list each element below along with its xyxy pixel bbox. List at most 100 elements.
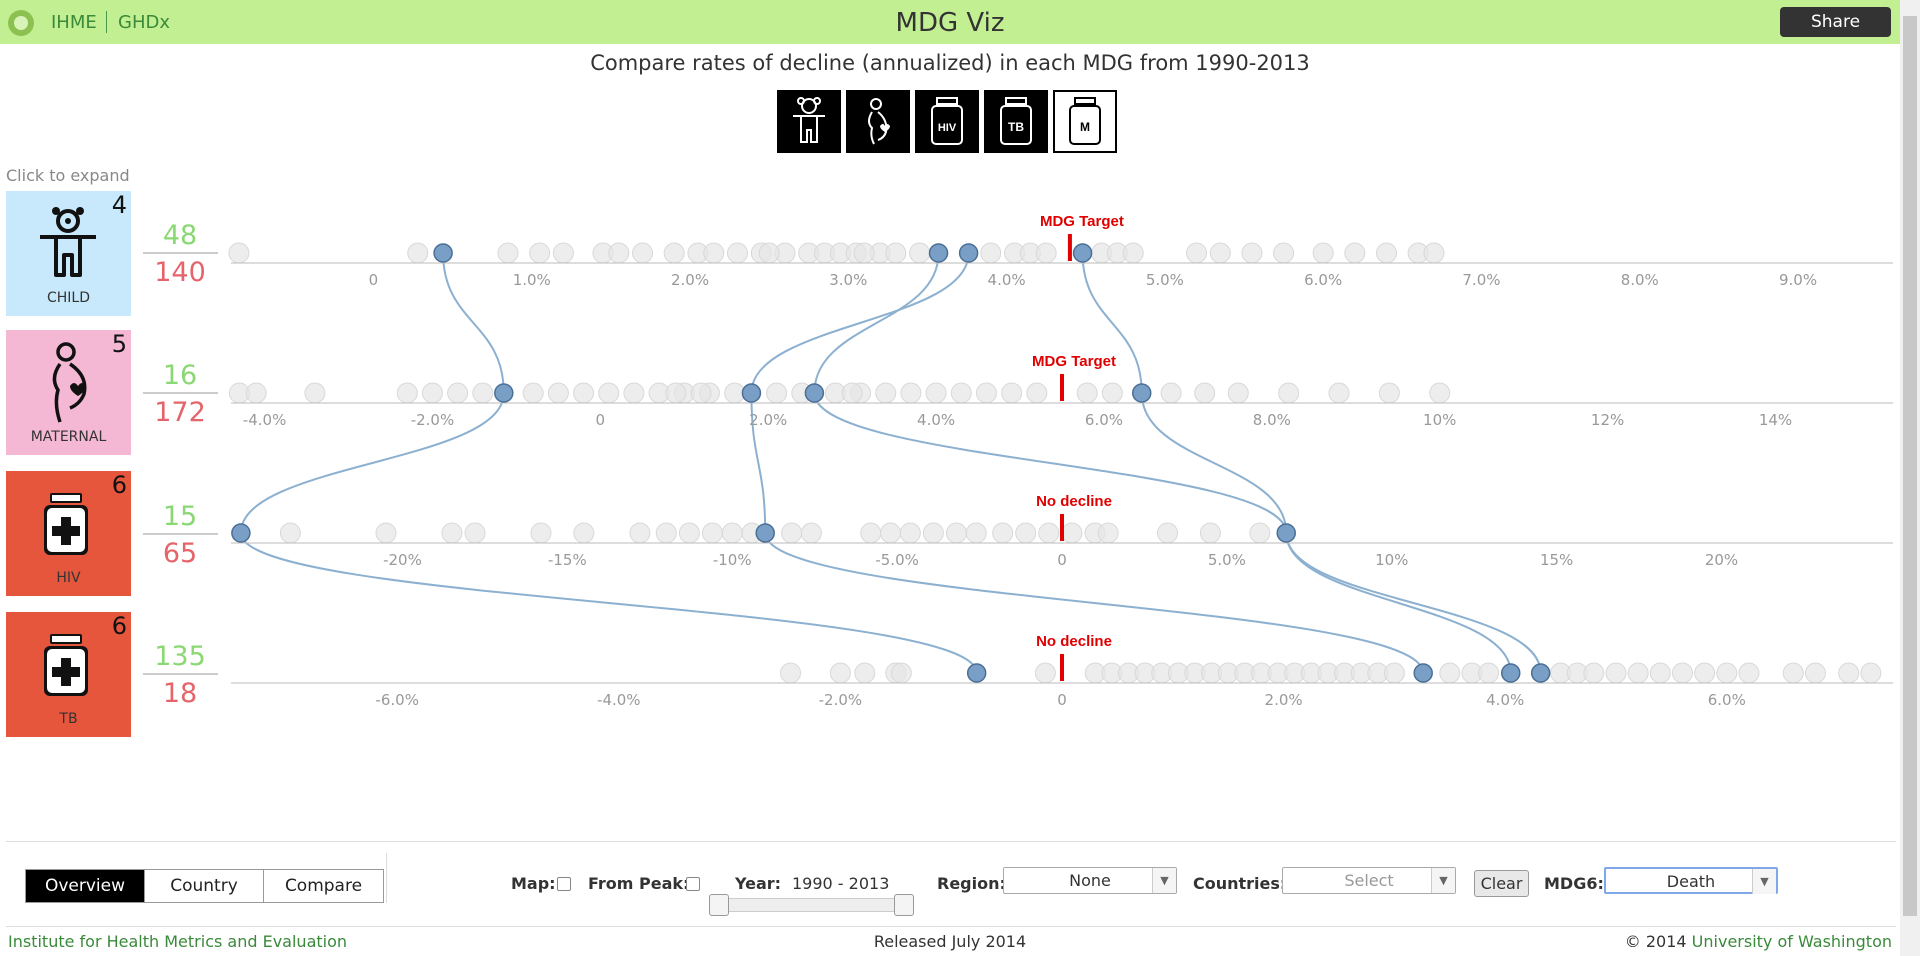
region-selected-value: None [1069, 871, 1111, 890]
row-count-red: 18 [162, 678, 198, 709]
target-marker-label: No decline [1036, 633, 1112, 650]
country-dot [573, 382, 595, 404]
target-marker-label: No decline [1036, 493, 1112, 510]
tab-overview[interactable]: Overview [26, 870, 145, 902]
tile-maternal[interactable]: 5 MATERNAL [6, 330, 131, 455]
highlighted-country-dot [755, 523, 775, 543]
mdg6-label: MDG6: [1544, 874, 1604, 893]
region-select[interactable]: None ▼ [1003, 867, 1177, 894]
from-peak-label: From Peak: [588, 874, 690, 893]
goal-button-malaria[interactable]: M [1053, 90, 1117, 153]
country-dot [900, 382, 922, 404]
country-dot [1101, 382, 1123, 404]
target-marker [1060, 654, 1064, 681]
mdg6-selected-value: Death [1666, 872, 1716, 891]
header-bar: IHME GHDx MDG Viz Share [0, 0, 1920, 44]
number-divider [143, 673, 218, 675]
year-range-slider[interactable] [718, 898, 910, 912]
country-dot [1026, 382, 1048, 404]
country-dot [529, 242, 551, 264]
row-count-green: 15 [162, 501, 198, 532]
share-button[interactable]: Share [1780, 7, 1891, 37]
tab-compare[interactable]: Compare [264, 870, 383, 902]
country-dot [875, 382, 897, 404]
tile-tb[interactable]: 6 TB [6, 612, 131, 737]
country-dot [909, 242, 931, 264]
axis-tick-label: 15% [1540, 551, 1573, 569]
copyright: © 2014 University of Washington [1625, 932, 1892, 951]
ihme-footer-link[interactable]: Institute for Health Metrics and Evaluat… [8, 932, 348, 951]
highlighted-country-dot [928, 243, 949, 263]
country-dot [1122, 242, 1144, 264]
map-checkbox[interactable] [557, 877, 571, 891]
tab-country[interactable]: Country [145, 870, 264, 902]
axis-tick-label: 20% [1705, 551, 1738, 569]
goal-button-child[interactable] [777, 90, 841, 153]
tb-bottle-icon: TB [1000, 97, 1032, 145]
hiv-bottle-icon: HIV [931, 97, 963, 145]
country-dot [854, 662, 876, 684]
axis-tick-label: 5.0% [1146, 271, 1184, 289]
highlighted-country-dot [433, 243, 453, 263]
controls-divider [6, 841, 1896, 842]
axis-tick-label: 10% [1423, 411, 1456, 429]
from-peak-checkbox[interactable] [686, 877, 700, 891]
mdg6-select[interactable]: Death ▼ [1604, 867, 1778, 894]
country-dot [1034, 662, 1056, 684]
country-dot [703, 242, 725, 264]
goal-button-hiv[interactable]: HIV [915, 90, 979, 153]
country-dot [598, 382, 620, 404]
country-dot [1627, 662, 1649, 684]
country-dot [530, 522, 552, 544]
country-dot [1439, 662, 1461, 684]
tile-label: MATERNAL [30, 429, 107, 445]
uw-link[interactable]: University of Washington [1691, 932, 1892, 951]
axis-tick-label: 6.0% [1708, 691, 1746, 709]
country-dot [522, 382, 544, 404]
row-count-green: 135 [154, 641, 206, 672]
axis-tick-label: 2.0% [671, 271, 709, 289]
countries-placeholder: Select [1344, 871, 1394, 890]
chevron-down-icon[interactable]: ▼ [1752, 869, 1776, 894]
tile-hiv[interactable]: 6 HIV [6, 471, 131, 596]
chevron-down-icon[interactable]: ▼ [1431, 868, 1455, 893]
axis-tick-label: 2.0% [749, 411, 787, 429]
country-dot [766, 382, 788, 404]
clear-button[interactable]: Clear [1474, 870, 1529, 897]
highlighted-country-dot [231, 523, 251, 543]
country-dot [629, 522, 651, 544]
country-dot [992, 522, 1014, 544]
country-dot [608, 242, 630, 264]
app-title: MDG Viz [895, 8, 1005, 38]
country-dot [1249, 522, 1271, 544]
axis-tick-label: 4.0% [917, 411, 955, 429]
ihme-logo-icon[interactable] [8, 10, 34, 36]
axis-tick-label: 4.0% [1486, 691, 1524, 709]
tile-child[interactable]: 4 CHILD [6, 191, 131, 316]
child-icon [40, 207, 96, 277]
country-dot [464, 522, 486, 544]
tile-label: HIV [56, 570, 81, 586]
country-dot [853, 242, 875, 264]
ghdx-link[interactable]: GHDx [118, 12, 170, 33]
country-dot [1649, 662, 1671, 684]
country-dot [1423, 242, 1445, 264]
year-slider-end-handle[interactable] [894, 894, 914, 916]
axis-tick-label: 1.0% [513, 271, 551, 289]
countries-select[interactable]: Select ▼ [1282, 867, 1456, 894]
target-marker-label: MDG Target [1032, 353, 1116, 370]
axis-tick-label: 2.0% [1265, 691, 1303, 709]
medicine-bottle-icon [44, 634, 88, 696]
year-slider-start-handle[interactable] [709, 894, 729, 916]
axis-tick-label: 8.0% [1253, 411, 1291, 429]
goal-button-maternal[interactable] [846, 90, 910, 153]
country-link-line [239, 252, 978, 674]
goal-button-tb[interactable]: TB [984, 90, 1048, 153]
highlighted-country-dot [1276, 523, 1296, 543]
country-dot [800, 522, 822, 544]
ihme-link[interactable]: IHME [51, 12, 97, 33]
country-dot [1097, 522, 1119, 544]
scrollbar-thumb[interactable] [1903, 16, 1917, 916]
background-dots [228, 242, 1882, 684]
chevron-down-icon[interactable]: ▼ [1152, 868, 1176, 893]
